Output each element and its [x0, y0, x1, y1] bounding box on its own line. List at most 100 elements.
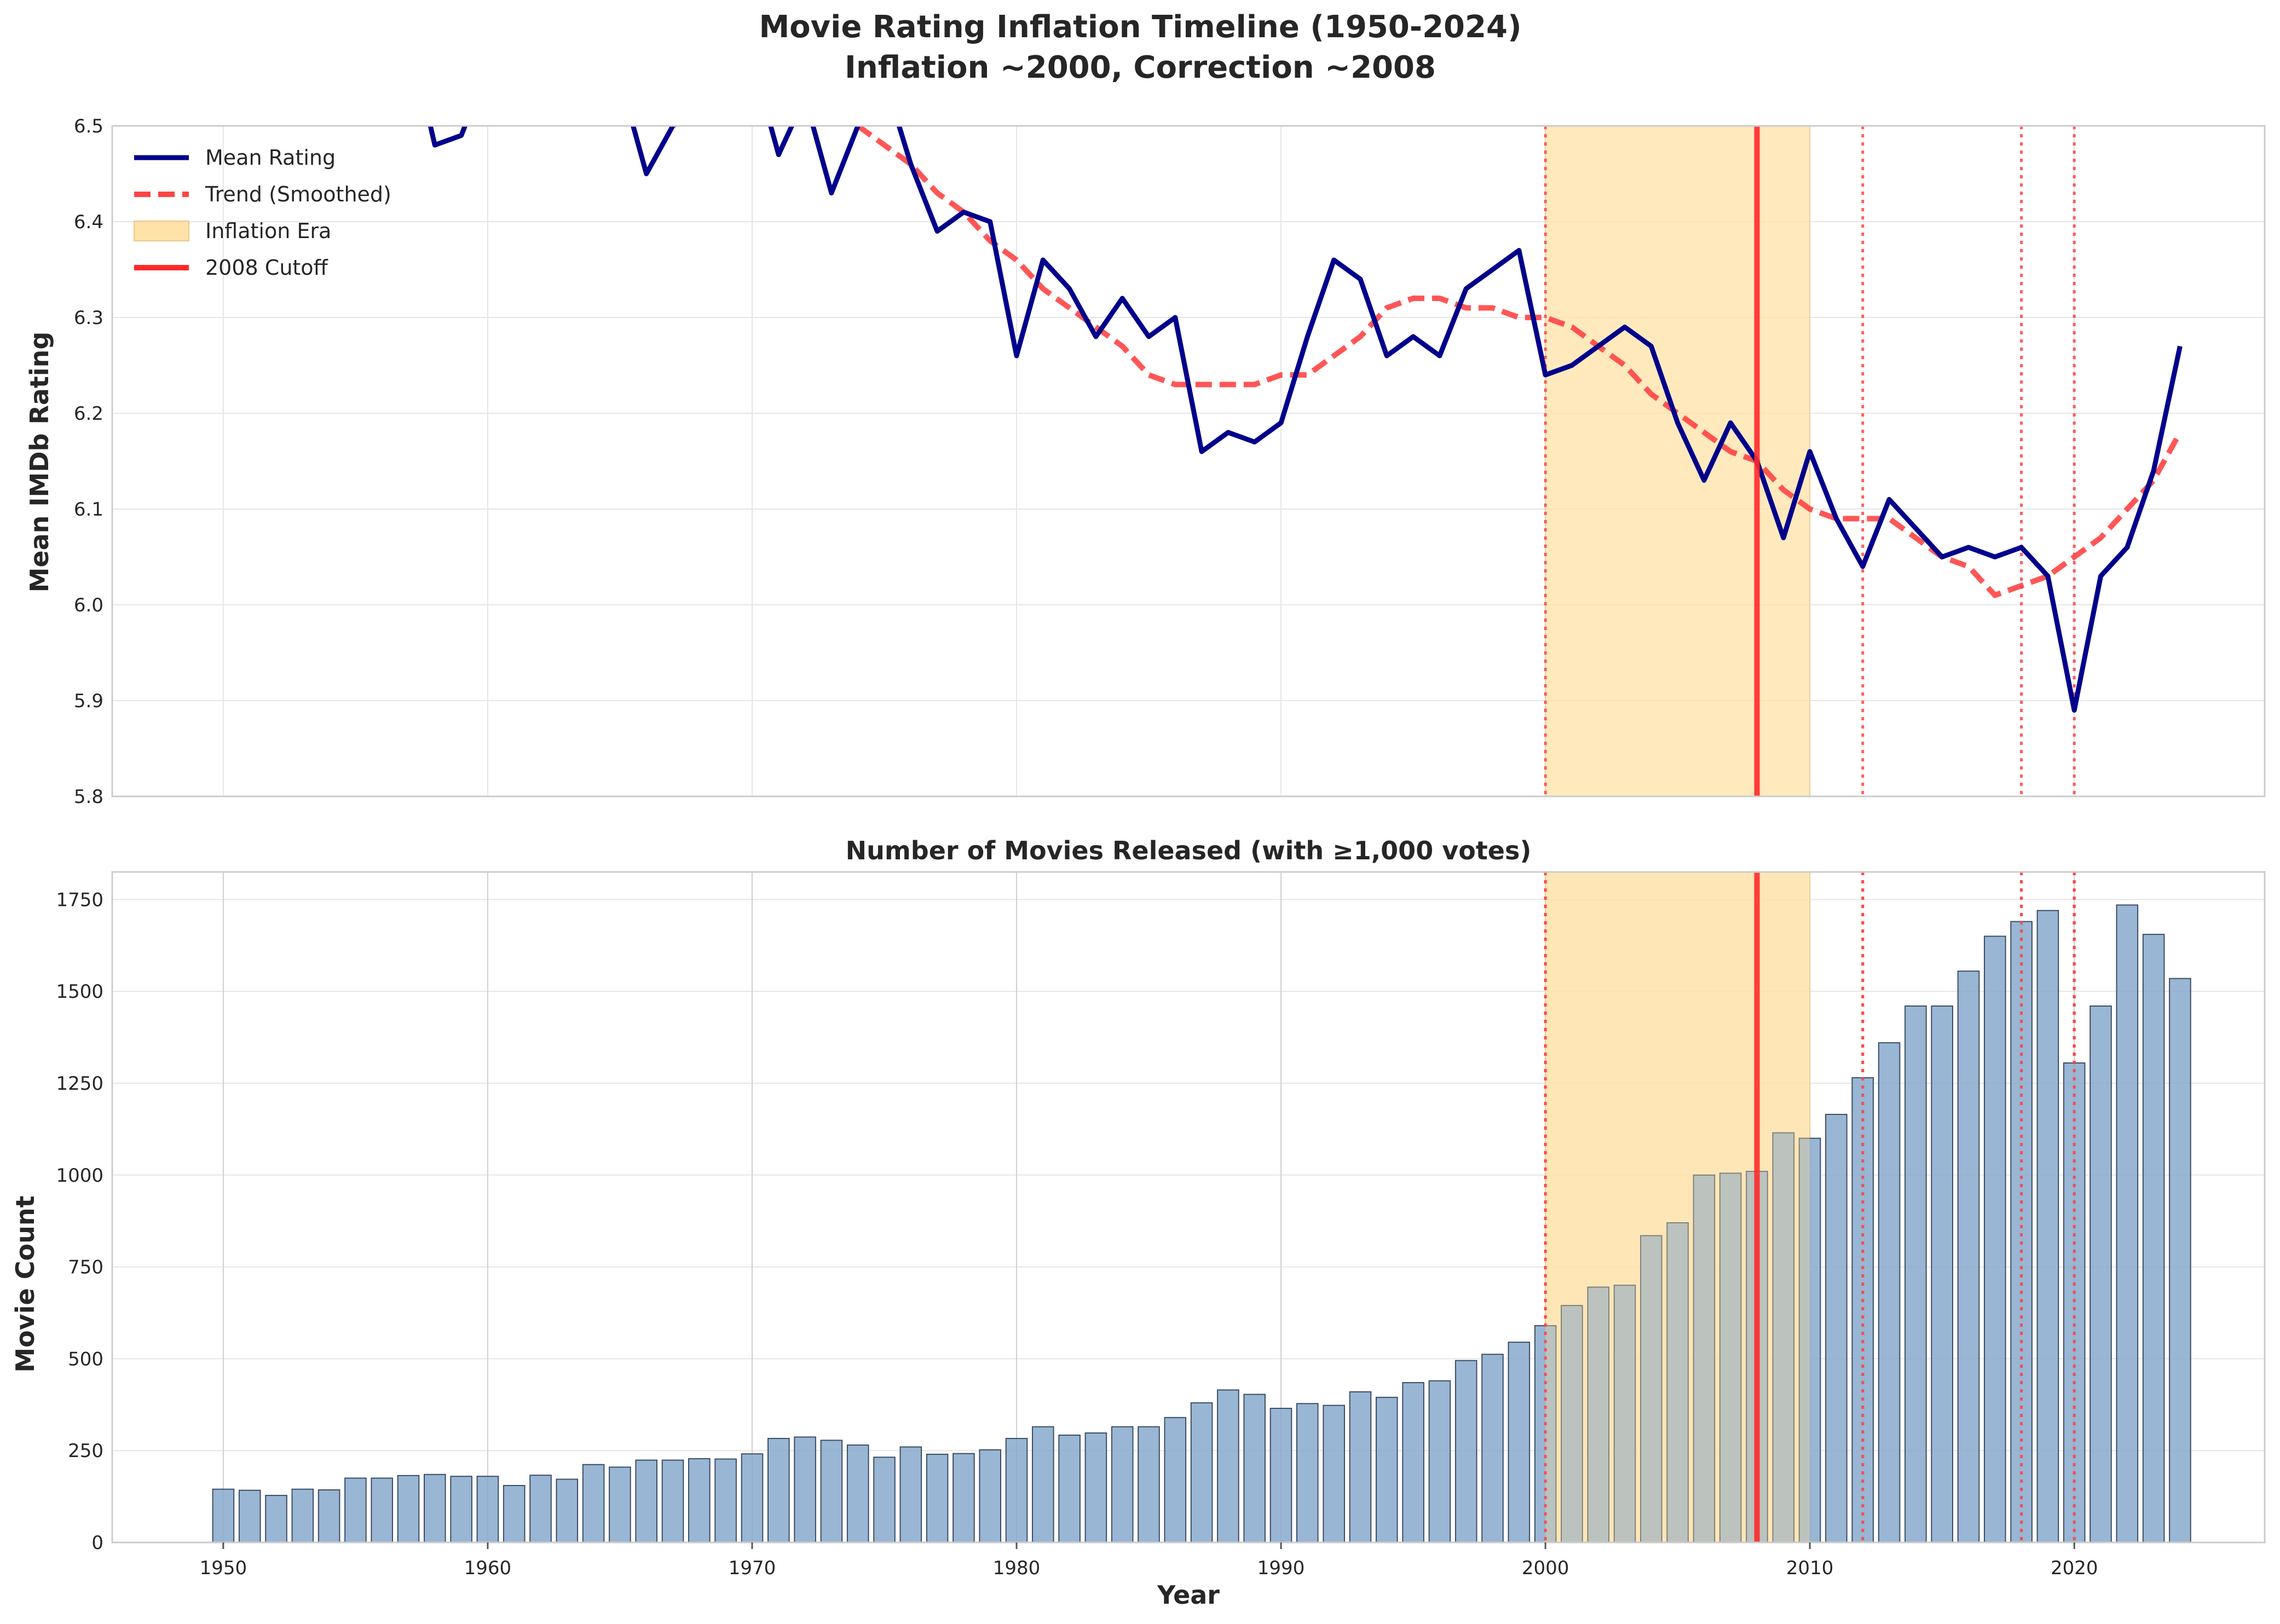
- count-x-tick-label: 1960: [464, 1557, 512, 1579]
- rating-y-tick-label: 6.2: [74, 403, 103, 425]
- mean-rating-line: [428, 126, 2183, 713]
- count-bar: [635, 1459, 658, 1542]
- count-chart-title: Number of Movies Released (with ≥1,000 v…: [846, 836, 1532, 865]
- count-bar: [1084, 1432, 1107, 1542]
- count-bar: [1825, 1114, 1848, 1542]
- legend-label: Mean Rating: [205, 146, 336, 170]
- count-bar: [767, 1438, 790, 1542]
- count-bar: [1296, 1403, 1319, 1542]
- count-bar: [1878, 1042, 1901, 1542]
- count-frame: [111, 871, 2266, 1544]
- count-bar: [1032, 1426, 1054, 1542]
- count-bar: [476, 1476, 499, 1542]
- count-y-tick-label: 0: [91, 1532, 103, 1554]
- count-x-tick-label: 1990: [1257, 1557, 1305, 1579]
- count-x-tick-label: 1980: [993, 1557, 1041, 1579]
- count-bar: [1111, 1426, 1134, 1542]
- count-bar: [1269, 1408, 1292, 1542]
- count-bar: [529, 1475, 552, 1542]
- count-bar: [661, 1459, 684, 1542]
- count-y-tick-label: 1000: [56, 1165, 103, 1187]
- trend-line: [850, 126, 2183, 598]
- rating-y-tick-label: 5.9: [74, 690, 103, 712]
- count-bar: [503, 1485, 526, 1542]
- count-bar: [1454, 1360, 1477, 1542]
- count-x-tick-label: 2000: [1522, 1557, 1569, 1579]
- count-bar: [318, 1489, 340, 1542]
- rating-plot-area: [112, 126, 2265, 796]
- count-bar: [1481, 1354, 1504, 1542]
- count-bar: [846, 1444, 869, 1542]
- count-bar: [1613, 1285, 1636, 1542]
- count-bar: [1957, 970, 1980, 1542]
- legend-label: 2008 Cutoff: [205, 256, 328, 280]
- count-x-tick-label: 2020: [2051, 1557, 2098, 1579]
- rating-y-tick-label: 5.8: [74, 786, 103, 808]
- count-bar: [820, 1440, 843, 1542]
- figure-title: Movie Rating Inflation Timeline (1950-20…: [759, 9, 1521, 45]
- count-bar: [238, 1489, 261, 1542]
- count-bar: [397, 1475, 420, 1542]
- count-x-tick-label: 2010: [1786, 1557, 1834, 1579]
- legend-swatch-inflation: [134, 221, 189, 241]
- count-bar: [741, 1453, 764, 1542]
- rating-legend: Mean Rating Trend (Smoothed) Inflation Era…: [134, 146, 391, 280]
- count-bar: [1138, 1426, 1160, 1542]
- count-bar: [291, 1488, 314, 1542]
- count-bar: [609, 1466, 631, 1542]
- rating-inflation-span: [1545, 126, 1811, 796]
- count-bar: [1005, 1438, 1028, 1542]
- count-bar: [450, 1476, 472, 1542]
- rating-y-tick-label: 6.0: [74, 594, 103, 616]
- count-bar: [1402, 1382, 1424, 1542]
- legend-label: Inflation Era: [205, 219, 331, 243]
- count-bar: [344, 1477, 367, 1542]
- rating-y-tick-label: 6.3: [74, 307, 103, 329]
- count-bar: [1984, 935, 2006, 1542]
- count-y-tick-label: 750: [68, 1257, 103, 1279]
- rating-frame: [111, 125, 2266, 797]
- legend-label: Trend (Smoothed): [205, 182, 391, 206]
- count-y-axis-label: Movie Count: [10, 1195, 40, 1372]
- figure-subtitle: Inflation ~2000, Correction ~2008: [845, 50, 1436, 85]
- count-bar: [1428, 1380, 1451, 1542]
- count-bar: [556, 1478, 579, 1542]
- count-y-tick-label: 1750: [56, 889, 103, 911]
- count-x-tick-label: 1950: [200, 1557, 247, 1579]
- count-bar: [582, 1464, 605, 1542]
- rating-y-tick-label: 6.1: [74, 499, 103, 521]
- count-bar: [1719, 1172, 1742, 1542]
- count-bar: [1164, 1417, 1187, 1542]
- count-bar: [212, 1488, 235, 1542]
- count-bar: [1243, 1394, 1266, 1542]
- count-bar: [1640, 1235, 1663, 1542]
- count-y-tick-label: 1500: [56, 981, 103, 1003]
- count-bar: [979, 1449, 1002, 1542]
- count-bar: [1772, 1132, 1795, 1542]
- rating-y-tick-label: 6.4: [74, 211, 103, 233]
- count-bar: [899, 1446, 922, 1542]
- count-bar: [1561, 1305, 1583, 1542]
- count-bar: [265, 1495, 287, 1542]
- count-bar: [1190, 1402, 1213, 1542]
- count-y-tick-label: 250: [68, 1440, 103, 1462]
- count-bar: [1349, 1391, 1372, 1542]
- count-y-tick-label: 1250: [56, 1073, 103, 1095]
- count-bar: [2142, 934, 2165, 1542]
- count-bar: [1666, 1222, 1689, 1542]
- count-bar: [1931, 1005, 1953, 1542]
- count-panel: 0 250 500 750 1000 1250 1500 1750 1950 1960 1970 19…: [56, 871, 2266, 1579]
- count-bar: [424, 1473, 446, 1542]
- count-bar: [1798, 1137, 1821, 1542]
- count-bar: [688, 1458, 711, 1542]
- rating-y-axis-label: Mean IMDb Rating: [25, 332, 54, 593]
- count-bar: [926, 1453, 949, 1542]
- rating-y-tick-label: 6.5: [74, 115, 103, 137]
- count-bar: [1534, 1325, 1557, 1542]
- count-bar: [714, 1458, 737, 1542]
- count-bar: [1508, 1342, 1531, 1542]
- rating-panel: 5.8 5.9 6.0 6.1 6.2 6.3 6.4 6.5 Mean Rating Trend…: [74, 115, 2266, 808]
- count-bar: [1693, 1174, 1716, 1542]
- count-bar: [1587, 1286, 1609, 1542]
- count-bar: [1323, 1405, 1345, 1542]
